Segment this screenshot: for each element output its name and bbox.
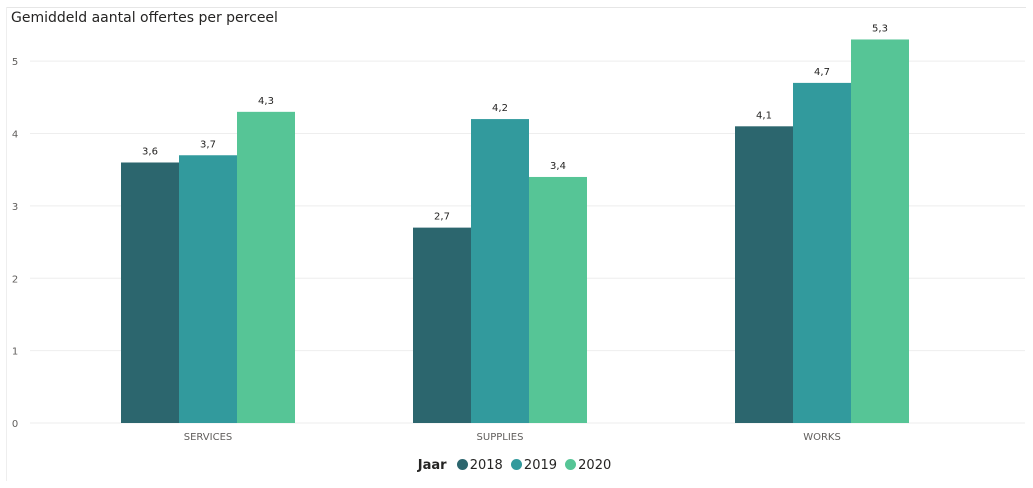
legend-label-2020: 2020	[578, 458, 612, 473]
bar-supplies-2018[interactable]	[413, 227, 471, 423]
bar-works-2020[interactable]	[851, 39, 909, 424]
data-label-works-2018: 4,1	[756, 110, 772, 121]
legend-title: Jaar	[417, 458, 447, 473]
data-label-works-2020: 5,3	[872, 23, 888, 34]
y-tick-label-4: 4	[12, 130, 18, 141]
x-tick-label-supplies: SUPPLIES	[477, 432, 524, 443]
legend-item-2020[interactable]: 2020	[565, 458, 611, 473]
visual-top-border	[6, 7, 1026, 8]
bar-services-2018[interactable]	[121, 162, 179, 423]
data-label-supplies-2018: 2,7	[434, 212, 450, 223]
data-label-services-2020: 4,3	[258, 96, 274, 107]
bar-works-2018[interactable]	[735, 126, 793, 424]
bar-supplies-2020[interactable]	[529, 176, 587, 423]
y-tick-label-2: 2	[12, 274, 18, 285]
legend-label-2018: 2018	[469, 458, 503, 473]
bar-services-2020[interactable]	[237, 111, 295, 423]
y-tick-label-1: 1	[12, 347, 18, 358]
x-tick-label-works: WORKS	[803, 432, 841, 443]
data-label-supplies-2020: 3,4	[550, 161, 566, 172]
data-label-services-2019: 3,7	[200, 139, 216, 150]
x-tick-label-services: SERVICES	[184, 432, 233, 443]
bar-works-2019[interactable]	[793, 82, 851, 424]
y-tick-label-3: 3	[12, 202, 18, 213]
y-tick-label-0: 0	[12, 419, 18, 430]
bar-supplies-2019[interactable]	[471, 119, 529, 423]
legend-label-2019: 2019	[523, 458, 558, 473]
legend: Jaar 2018 2019 2020	[0, 458, 1033, 473]
legend-item-2019[interactable]: 2019	[510, 458, 558, 473]
visual-left-border	[6, 7, 7, 481]
data-label-works-2019: 4,7	[814, 67, 830, 78]
y-tick-label-5: 5	[12, 57, 18, 68]
bar-services-2019[interactable]	[179, 155, 237, 423]
data-label-supplies-2019: 4,2	[492, 103, 508, 114]
legend-dot-2019	[510, 459, 522, 470]
data-label-services-2018: 3,6	[142, 146, 158, 157]
legend-dot-2020	[565, 459, 577, 470]
legend-dot-2018	[456, 459, 468, 470]
legend-item-2018[interactable]: 2018	[456, 458, 503, 473]
chart-title: Gemiddeld aantal offertes per perceel	[11, 10, 278, 26]
